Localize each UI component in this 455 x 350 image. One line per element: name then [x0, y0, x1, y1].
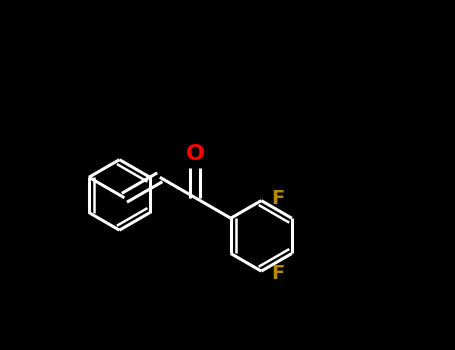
Text: O: O: [186, 144, 205, 164]
Text: F: F: [272, 189, 285, 208]
Text: F: F: [272, 264, 285, 283]
